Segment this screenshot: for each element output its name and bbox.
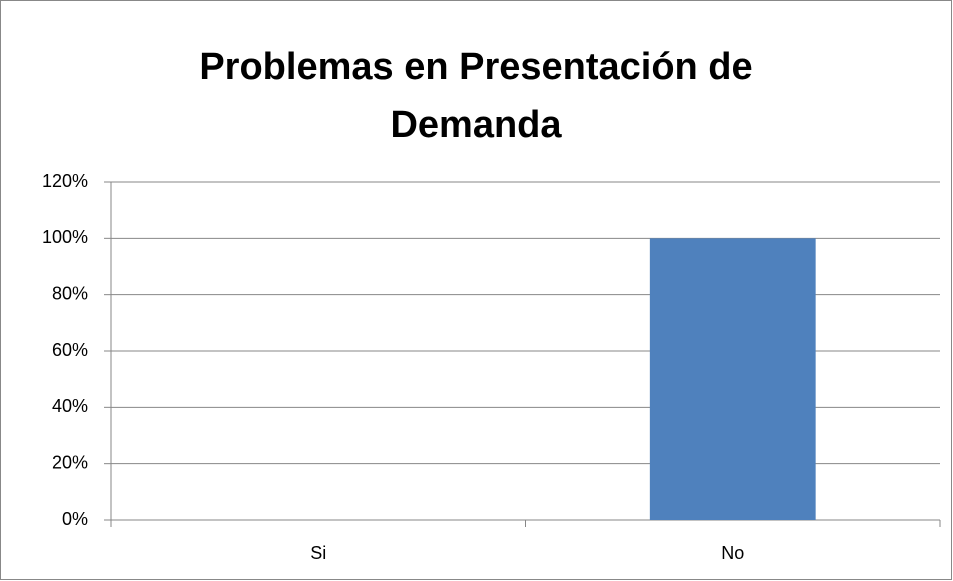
y-tick-label: 100% <box>42 227 88 247</box>
y-tick-label: 20% <box>52 452 88 472</box>
chart-title: Problemas en Presentación de Demanda <box>199 46 753 146</box>
y-tick-label: 80% <box>52 283 88 303</box>
bar <box>649 238 816 521</box>
y-tick-label: 60% <box>52 340 88 360</box>
y-tick-label: 0% <box>62 509 88 529</box>
x-tick-label: No <box>721 543 744 563</box>
y-tick-label: 120% <box>42 171 88 191</box>
x-tick-label: Si <box>310 543 326 563</box>
y-tick-label: 40% <box>52 396 88 416</box>
